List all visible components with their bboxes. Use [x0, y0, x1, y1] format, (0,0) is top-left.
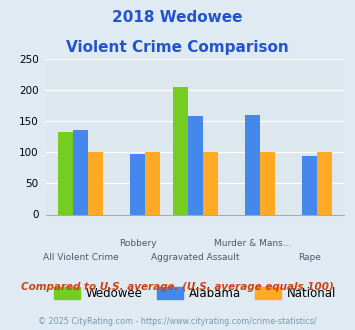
- Bar: [173, 87, 188, 214]
- Text: 2018 Wedowee: 2018 Wedowee: [112, 10, 243, 25]
- Text: Murder & Mans...: Murder & Mans...: [214, 240, 291, 248]
- Bar: [88, 152, 103, 214]
- Text: Violent Crime Comparison: Violent Crime Comparison: [66, 40, 289, 54]
- Text: © 2025 CityRating.com - https://www.cityrating.com/crime-statistics/: © 2025 CityRating.com - https://www.city…: [38, 317, 317, 326]
- Legend: Wedowee, Alabama, National: Wedowee, Alabama, National: [49, 282, 341, 305]
- Bar: [302, 155, 317, 214]
- Bar: [58, 132, 73, 214]
- Text: Aggravated Assault: Aggravated Assault: [151, 253, 240, 262]
- Bar: [317, 152, 332, 214]
- Bar: [260, 152, 275, 214]
- Bar: [245, 115, 260, 214]
- Text: Rape: Rape: [299, 253, 321, 262]
- Text: Robbery: Robbery: [119, 240, 157, 248]
- Bar: [188, 116, 203, 214]
- Text: Compared to U.S. average. (U.S. average equals 100): Compared to U.S. average. (U.S. average …: [21, 282, 334, 292]
- Bar: [203, 152, 218, 214]
- Text: All Violent Crime: All Violent Crime: [43, 253, 119, 262]
- Bar: [130, 154, 145, 214]
- Bar: [145, 152, 160, 214]
- Bar: [73, 130, 88, 214]
